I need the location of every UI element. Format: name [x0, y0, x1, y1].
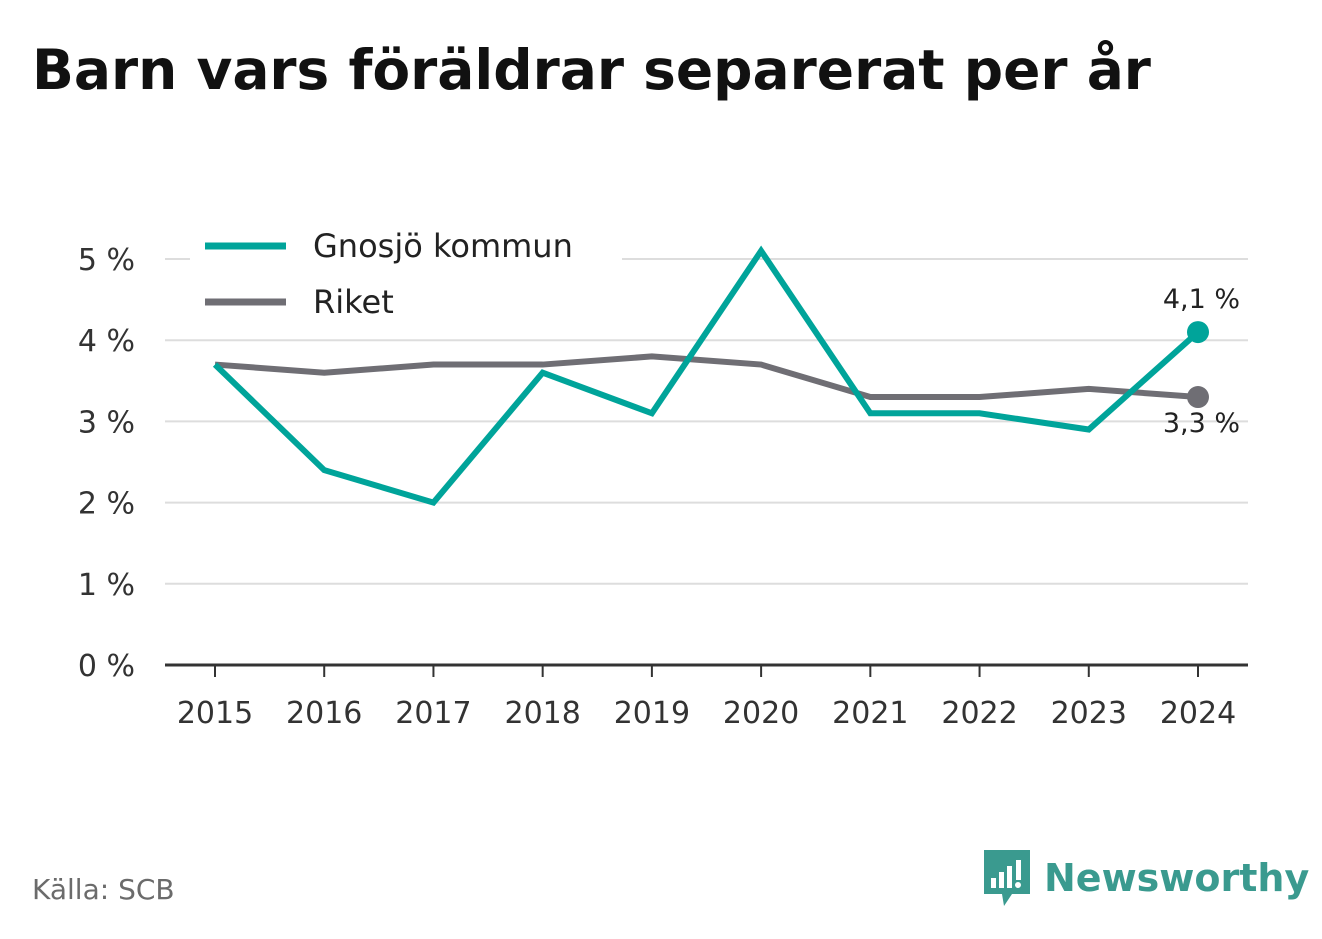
legend: Gnosjö kommun Riket: [190, 222, 622, 326]
end-value-label: 4,1 %: [1163, 284, 1240, 315]
x-tick-label: 2019: [614, 696, 690, 731]
x-tick-label: 2016: [286, 696, 362, 731]
y-tick-label: 4 %: [78, 324, 135, 359]
x-tick-label: 2024: [1160, 696, 1236, 731]
grid-lines: [165, 258, 1248, 585]
end-labels: 4,1 % 3,3 %: [1163, 284, 1240, 439]
bar-chart-speech-bubble-icon: [984, 850, 1030, 906]
x-tick-label: 2023: [1051, 696, 1127, 731]
axes: 0 % 1 % 2 % 3 % 4 % 5 % 2015 2016 2017 2018 2019 20…: [78, 243, 1248, 731]
end-point-gnosj-kommun: [1187, 321, 1209, 344]
series-line-riket: [214, 353, 1199, 401]
brand-logo: Newsworthy: [982, 848, 1309, 908]
y-tick-label: 3 %: [78, 405, 135, 440]
source-note: Källa: SCB: [32, 873, 175, 906]
y-tick-label: 2 %: [78, 487, 135, 522]
chart-title: Barn vars föräldrar separerat per år: [32, 38, 1151, 102]
x-tick-label: 2018: [504, 696, 580, 731]
x-tick-label: 2022: [941, 696, 1017, 731]
end-point-riket: [1187, 386, 1209, 409]
x-tick-label: 2021: [832, 696, 908, 731]
brand-name: Newsworthy: [1044, 856, 1310, 900]
legend-label: Gnosjö kommun: [313, 227, 573, 265]
x-tick-label: 2020: [723, 696, 799, 731]
y-tick-label: 5 %: [78, 243, 135, 278]
y-tick-label: 1 %: [78, 568, 135, 603]
y-tick-label: 0 %: [78, 649, 135, 684]
x-tick-label: 2017: [395, 696, 471, 731]
series-lines: [212, 245, 1209, 507]
end-value-label: 3,3 %: [1163, 408, 1240, 439]
legend-background: [190, 222, 622, 326]
x-tick-label: 2015: [177, 696, 253, 731]
series-line-gnosj-kommun: [212, 245, 1200, 507]
legend-label: Riket: [313, 283, 394, 321]
